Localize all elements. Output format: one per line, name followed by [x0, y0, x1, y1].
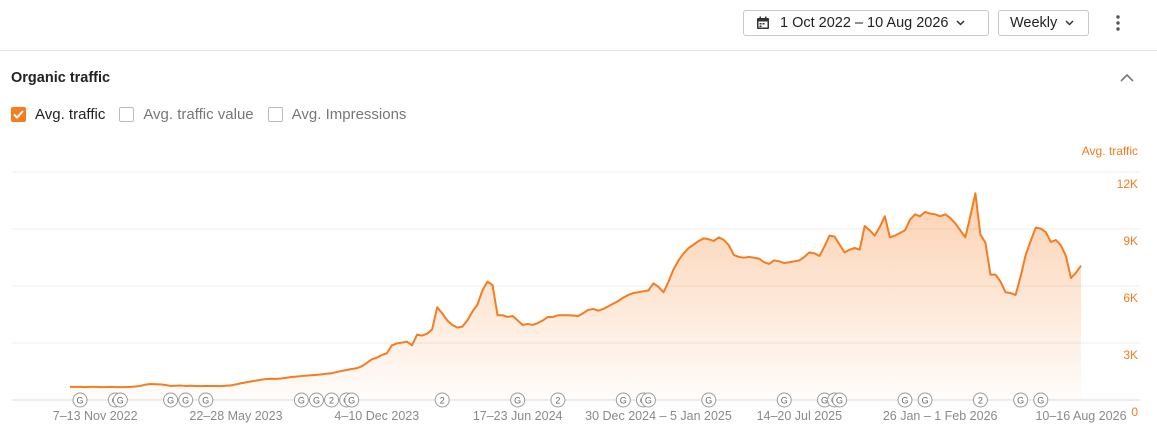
update-marker	[897, 392, 913, 408]
update-marker-label: G	[901, 396, 908, 406]
update-marker-label: G	[922, 396, 929, 406]
update-marker-label: G	[167, 396, 174, 406]
update-marker	[178, 392, 194, 408]
update-marker	[832, 392, 848, 408]
metric-toggles: Avg. traffic Avg. traffic value Avg. Impre…	[11, 106, 406, 123]
update-marker-label: G	[705, 396, 712, 406]
update-marker-label: 2	[555, 396, 560, 406]
update-marker	[434, 392, 450, 408]
update-marker-label: G	[77, 396, 84, 406]
update-marker	[198, 392, 214, 408]
y-tick-label: 6K	[1123, 291, 1138, 305]
update-marker	[308, 392, 324, 408]
update-marker	[344, 392, 360, 408]
update-marker	[776, 392, 792, 408]
update-marker-label: G	[836, 396, 843, 406]
update-marker	[324, 392, 340, 408]
x-tick-label: 30 Dec 2024 – 5 Jan 2025	[585, 409, 732, 423]
panel-title: Organic traffic	[11, 70, 111, 86]
interval-button[interactable]: Weekly	[998, 10, 1089, 36]
checkbox[interactable]	[267, 107, 283, 122]
metric-label: Avg. traffic value	[143, 106, 254, 123]
x-tick-label: 26 Jan – 1 Feb 2026	[883, 409, 998, 423]
area-fill	[70, 193, 1081, 400]
checkbox[interactable]	[11, 107, 26, 122]
y-axis-label: Avg. traffic	[1082, 144, 1138, 158]
update-marker	[1013, 392, 1029, 408]
metric-toggle[interactable]: Avg. traffic value	[119, 106, 254, 123]
collapse-chevron[interactable]	[1120, 73, 1134, 82]
update-marker	[972, 392, 988, 408]
update-marker-label: G	[182, 396, 189, 406]
chevron-down	[1065, 20, 1074, 26]
update-marker	[701, 392, 717, 408]
y-tick-label: 9K	[1123, 234, 1138, 248]
date-range-text: 1 Oct 2022 – 10 Aug 2026	[780, 15, 949, 31]
date-range-button[interactable]: 1 Oct 2022 – 10 Aug 2026	[743, 10, 989, 36]
update-marker-label: G	[1037, 396, 1044, 406]
x-tick-label: 7–13 Nov 2022	[53, 409, 138, 423]
x-tick-label: 4–10 Dec 2023	[334, 409, 419, 423]
update-marker-label: 2	[329, 396, 334, 406]
traffic-line	[70, 192, 1082, 389]
metric-toggle[interactable]: Avg. Impressions	[267, 106, 407, 123]
y-tick-label: 12K	[1117, 177, 1138, 191]
metric-toggle[interactable]: Avg. traffic	[11, 106, 105, 123]
update-marker	[550, 392, 566, 408]
x-tick-label: 22–28 May 2023	[189, 409, 282, 423]
update-marker	[917, 392, 933, 408]
update-marker-label: G	[348, 396, 355, 406]
update-marker-label: G	[117, 396, 124, 406]
update-marker-label: 2	[440, 396, 445, 406]
update-marker-label: G	[620, 396, 627, 406]
metric-label: Avg. Impressions	[291, 106, 407, 123]
update-marker-label: G	[313, 396, 320, 406]
update-marker	[510, 392, 526, 408]
x-tick-label: 17–23 Jun 2024	[473, 409, 563, 423]
update-marker	[615, 392, 631, 408]
update-marker	[163, 392, 179, 408]
update-marker	[1033, 392, 1049, 408]
check-icon	[13, 110, 24, 119]
update-marker	[72, 392, 88, 408]
more-menu[interactable]	[1115, 14, 1121, 32]
chart: Avg. traffic 0 3K 6K 9K 12K 7–13 Nov 2022 22–2…	[12, 144, 1140, 423]
update-marker-label: G	[1017, 396, 1024, 406]
update-marker-label: G	[645, 396, 652, 406]
update-marker	[640, 392, 656, 408]
interval-text: Weekly	[1010, 15, 1058, 31]
x-tick-label: 10–16 Aug 2026	[1035, 409, 1126, 423]
update-marker-label: G	[202, 396, 209, 406]
update-marker-label: G	[298, 396, 305, 406]
update-marker	[293, 392, 309, 408]
metric-label: Avg. traffic	[35, 106, 106, 123]
update-marker-label: 2	[978, 396, 983, 406]
y-tick-label: 0	[1131, 405, 1138, 419]
update-marker	[112, 392, 128, 408]
update-marker-label: G	[514, 396, 521, 406]
checkbox[interactable]	[119, 107, 135, 122]
y-tick-label: 3K	[1123, 348, 1138, 362]
chevron-down	[955, 20, 965, 26]
x-tick-label: 14–20 Jul 2025	[757, 409, 843, 423]
separator	[0, 50, 1157, 51]
update-marker-label: G	[781, 396, 788, 406]
calendar-icon	[757, 16, 769, 29]
update-marker-label: G	[821, 396, 828, 406]
